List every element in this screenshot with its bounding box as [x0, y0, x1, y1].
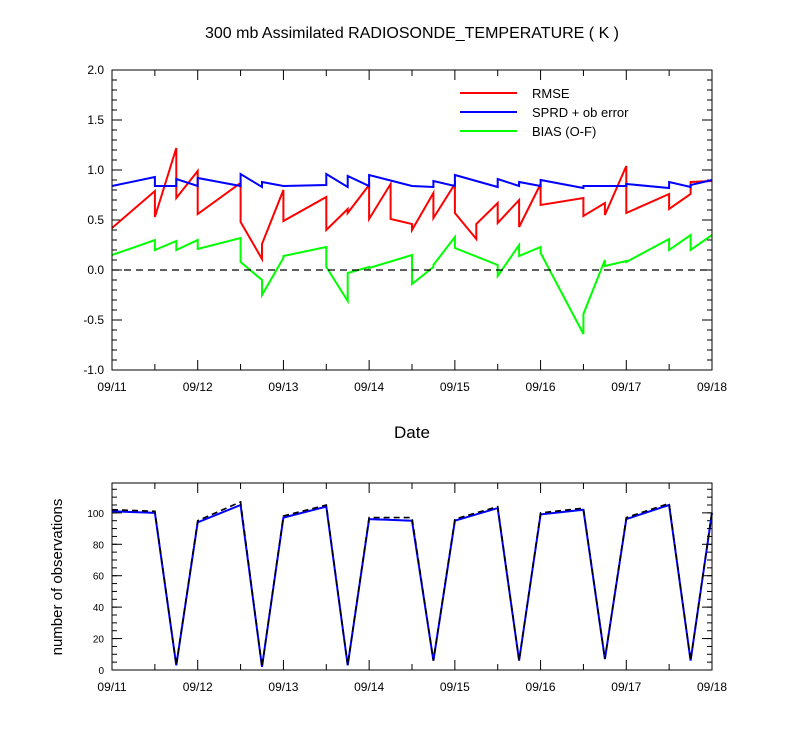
bottom-panel: 09/11 09/12 09/13 09/14 09/15 09/16 09/17 09/18… [87, 482, 727, 694]
top-x-tick-label: 09/16 [526, 380, 556, 394]
bot-series-observations-assimilated [111, 503, 713, 668]
bottom-series [111, 500, 713, 668]
top-y-tick-label: 0.5 [87, 213, 104, 227]
bot-x-tick-label: 09/12 [183, 680, 213, 694]
bot-x-tick-label: 09/16 [526, 680, 556, 694]
bottom-axes: 09/11 09/12 09/13 09/14 09/15 09/16 09/17 09/18… [87, 483, 727, 694]
bottom-y-axis-label: number of observations [49, 499, 66, 656]
bot-x-tick-label: 09/11 [97, 680, 126, 694]
top-x-tick-label: 09/17 [611, 380, 641, 394]
bot-x-tick-label: 09/13 [268, 680, 298, 694]
bot-y-tick-label: 0 [98, 666, 104, 677]
bot-y-tick-label: 40 [93, 603, 105, 614]
bot-x-tick-label: 09/18 [697, 680, 727, 694]
legend: RMSE SPRD + ob error BIAS (O-F) [460, 86, 629, 139]
x-axis-label: Date [394, 423, 430, 442]
top-x-tick-label: 09/14 [354, 380, 384, 394]
top-x-tick-label: 09/11 [97, 380, 126, 394]
top-y-tick-label: 1.0 [87, 163, 104, 177]
top-series [111, 147, 713, 335]
top-y-tick-label: 2.0 [87, 63, 104, 77]
top-series-sprd-ob-error [111, 172, 713, 190]
top-axes: 09/11 09/12 09/13 09/14 09/15 09/16 09/17 09/18… [83, 63, 727, 394]
top-x-tick-label: 09/12 [183, 380, 213, 394]
top-y-tick-label: -1.0 [83, 363, 104, 377]
bottom-plot-frame [111, 482, 713, 671]
bot-x-tick-label: 09/15 [440, 680, 470, 694]
top-y-tick-label: 1.5 [87, 113, 104, 127]
top-plot-frame [111, 69, 713, 371]
top-series-bias-o-f [111, 233, 713, 335]
bot-x-tick-label: 09/14 [354, 680, 384, 694]
bot-y-tick-label: 100 [87, 509, 104, 520]
bot-y-tick-label: 60 [93, 572, 105, 583]
top-y-tick-label: 0.0 [87, 263, 104, 277]
bot-x-tick-label: 09/17 [611, 680, 641, 694]
top-panel: 09/11 09/12 09/13 09/14 09/15 09/16 09/17 09/18… [83, 63, 727, 394]
bot-y-tick-label: 80 [93, 540, 105, 551]
top-series-rmse [111, 147, 713, 263]
top-x-tick-label: 09/15 [440, 380, 470, 394]
legend-label: BIAS (O-F) [532, 124, 596, 139]
legend-label: SPRD + ob error [532, 105, 629, 120]
top-y-tick-label: -0.5 [83, 313, 104, 327]
bot-y-tick-label: 20 [93, 635, 105, 646]
bot-series-observations-possible [111, 500, 713, 668]
chart-title: 300 mb Assimilated RADIOSONDE_TEMPERATUR… [205, 25, 619, 42]
top-x-tick-label: 09/13 [268, 380, 298, 394]
top-x-tick-label: 09/18 [697, 380, 727, 394]
legend-label: RMSE [532, 86, 570, 101]
